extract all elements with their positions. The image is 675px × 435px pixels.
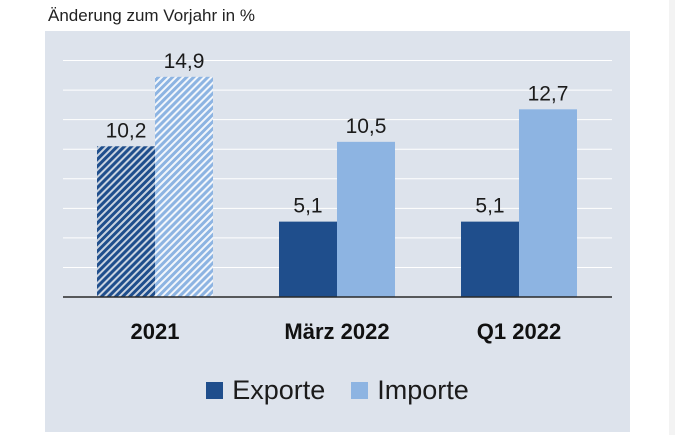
legend-label-exporte: Exporte xyxy=(232,374,326,405)
chart-subtitle: Änderung zum Vorjahr in % xyxy=(48,6,255,25)
data-label-exporte-2021: 10,2 xyxy=(106,119,147,142)
legend-label-importe: Importe xyxy=(377,374,469,405)
data-labels: 10,2 14,9 5,1 10,5 5,1 12,7 xyxy=(106,50,569,218)
bar-importe-marz-2022 xyxy=(337,141,395,297)
category-label-2021: 2021 xyxy=(131,319,180,344)
bar-exporte-2021 xyxy=(97,146,155,297)
bar-exporte-marz-2022 xyxy=(279,221,337,297)
legend: Exporte Importe xyxy=(0,370,675,410)
data-label-exporte-marz-2022: 5,1 xyxy=(293,195,322,218)
category-label-marz-2022: März 2022 xyxy=(284,319,389,344)
bar-importe-q1-2022 xyxy=(519,109,577,297)
bar-importe-2021 xyxy=(155,76,213,297)
legend-item-importe: Importe xyxy=(351,375,469,406)
category-labels: 2021 März 2022 Q1 2022 xyxy=(131,319,562,344)
bar-exporte-q1-2022 xyxy=(461,221,519,297)
page-edge xyxy=(669,0,675,435)
bars xyxy=(97,76,577,297)
data-label-importe-marz-2022: 10,5 xyxy=(346,115,387,138)
legend-item-exporte: Exporte xyxy=(206,375,325,406)
data-label-importe-q1-2022: 12,7 xyxy=(528,82,569,105)
data-label-importe-2021: 14,9 xyxy=(164,50,205,73)
category-label-q1-2022: Q1 2022 xyxy=(477,319,561,344)
legend-swatch-exporte xyxy=(206,381,224,399)
data-label-exporte-q1-2022: 5,1 xyxy=(475,195,504,218)
legend-swatch-importe xyxy=(351,381,369,399)
